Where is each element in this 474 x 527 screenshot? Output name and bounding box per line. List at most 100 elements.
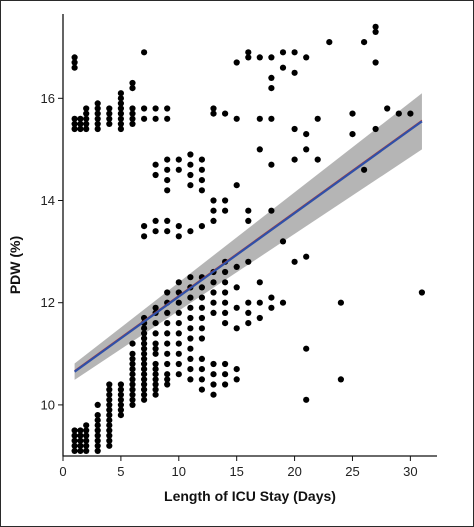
- data-point: [117, 406, 124, 414]
- data-point: [268, 74, 275, 81]
- data-point: [210, 197, 217, 204]
- data-point: [198, 177, 205, 184]
- data-point: [129, 376, 136, 383]
- data-point: [106, 406, 113, 414]
- data-point: [106, 442, 113, 449]
- data-point: [106, 437, 113, 444]
- data-point: [187, 314, 194, 322]
- data-point: [83, 120, 90, 127]
- data-point: [210, 360, 217, 368]
- data-point: [117, 396, 124, 403]
- x-tick-label: 5: [117, 464, 124, 479]
- data-point: [152, 360, 159, 368]
- data-point: [141, 350, 148, 357]
- data-point: [141, 371, 148, 378]
- data-point: [152, 350, 159, 357]
- data-point: [164, 376, 171, 383]
- x-tick-label: 20: [287, 464, 301, 479]
- x-tick-label: 15: [229, 464, 243, 479]
- data-point: [94, 105, 101, 112]
- data-point: [395, 110, 402, 117]
- data-point: [222, 268, 229, 276]
- x-tick-label: 0: [59, 464, 66, 479]
- data-point: [94, 412, 101, 419]
- data-point: [198, 366, 205, 373]
- data-point: [117, 120, 124, 127]
- data-point: [117, 391, 124, 398]
- data-point: [77, 427, 84, 434]
- data-point: [164, 156, 171, 163]
- data-point: [175, 156, 182, 163]
- data-point: [141, 233, 148, 240]
- data-point: [152, 386, 159, 393]
- data-point: [222, 320, 229, 327]
- data-point: [175, 233, 182, 240]
- data-point: [210, 289, 217, 296]
- data-point: [164, 166, 171, 173]
- data-point: [245, 299, 252, 306]
- data-point: [106, 396, 113, 403]
- data-point: [187, 335, 194, 342]
- data-point: [106, 386, 113, 393]
- data-point: [233, 284, 240, 291]
- data-point: [279, 64, 287, 71]
- data-point: [256, 146, 263, 153]
- axes-layer: [62, 14, 437, 457]
- data-point: [141, 386, 148, 393]
- data-point: [83, 125, 90, 133]
- data-point: [372, 28, 379, 35]
- data-point: [187, 182, 194, 189]
- data-point: [245, 49, 252, 56]
- data-point: [152, 376, 159, 383]
- data-point: [187, 366, 194, 373]
- data-point: [77, 437, 84, 444]
- data-point: [314, 156, 321, 163]
- data-point: [141, 340, 148, 347]
- data-point: [222, 207, 229, 214]
- data-point: [83, 427, 90, 434]
- data-point: [141, 325, 148, 332]
- data-point: [83, 447, 90, 454]
- data-point: [164, 330, 171, 337]
- data-point: [245, 207, 252, 214]
- data-point: [210, 279, 217, 286]
- data-point: [198, 355, 205, 362]
- data-point: [117, 100, 124, 107]
- data-point: [152, 105, 159, 112]
- data-point: [361, 39, 368, 46]
- data-point: [198, 304, 205, 311]
- data-point: [198, 294, 205, 301]
- data-point: [210, 381, 217, 388]
- data-point: [175, 279, 182, 286]
- data-point: [372, 125, 379, 133]
- data-point: [256, 279, 263, 286]
- data-point: [71, 59, 78, 66]
- data-point: [384, 105, 391, 112]
- data-point: [106, 120, 113, 127]
- data-point: [129, 360, 136, 368]
- data-point: [175, 360, 182, 368]
- data-point: [175, 166, 182, 173]
- data-point: [268, 304, 275, 311]
- data-point: [94, 115, 101, 122]
- data-point: [129, 386, 136, 393]
- data-point: [187, 294, 194, 301]
- data-point: [141, 223, 148, 230]
- data-point: [164, 360, 171, 368]
- data-point: [198, 187, 205, 194]
- data-point: [407, 110, 414, 117]
- data-point: [152, 217, 159, 224]
- data-point: [152, 304, 159, 311]
- data-point: [141, 376, 148, 383]
- data-point: [164, 217, 171, 224]
- data-point: [152, 171, 159, 179]
- data-point: [83, 115, 90, 122]
- data-point: [268, 161, 275, 168]
- data-point: [164, 105, 171, 112]
- data-point: [256, 314, 263, 322]
- data-point: [129, 355, 136, 362]
- data-point: [198, 376, 205, 383]
- data-point: [303, 253, 310, 260]
- data-point: [268, 54, 275, 61]
